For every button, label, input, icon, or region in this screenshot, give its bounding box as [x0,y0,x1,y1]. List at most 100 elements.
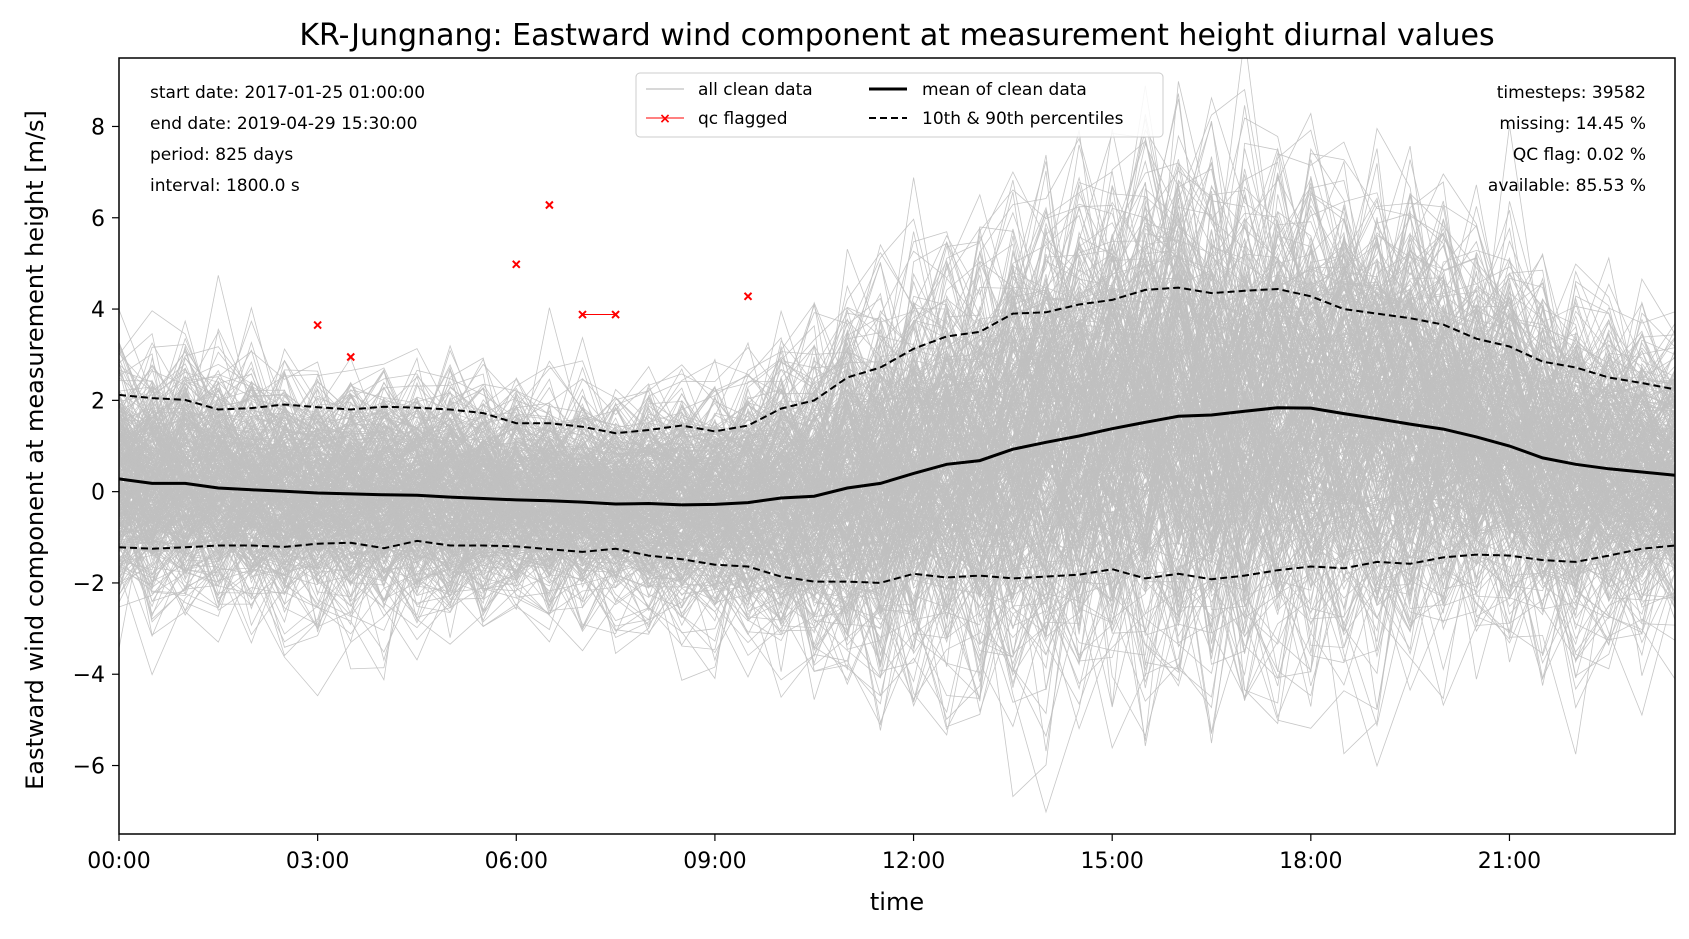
clean-data-trace [119,265,1675,647]
clean-data-trace [119,342,1675,631]
percentile-90-line [119,286,1675,435]
x-axis: 00:00 03:00 06:00 09:00 12:00 15:00 18:00 21:00 [87,834,1541,874]
clean-data-trace [119,246,1675,728]
clean-data-trace [119,320,1675,622]
legend-qc-marker: × [659,111,671,127]
y-tick-label: 4 [91,298,105,323]
info-box-right: timesteps: 39582 missing: 14.45 % QC fla… [1488,83,1646,196]
clean-data-trace [119,243,1675,665]
clean-data-trace [119,300,1675,622]
y-tick-label: 0 [91,481,105,506]
clean-data-trace [119,290,1675,687]
clean-data-trace [119,156,1675,677]
clean-data-trace [119,274,1675,639]
clean-data-trace [119,159,1675,614]
clean-data-trace [119,140,1675,615]
clean-data-trace [119,234,1675,603]
x-tick-label: 00:00 [87,849,150,874]
x-tick-label: 15:00 [1080,849,1143,874]
legend-qc-label: qc flagged [698,109,788,129]
y-tick-label: −2 [73,572,105,597]
clean-data-trace [119,256,1675,655]
clean-data-trace [119,243,1675,606]
y-tick-label: 6 [91,207,105,232]
info-interval: interval: 1800.0 s [150,176,300,196]
plot-area [119,58,1675,814]
clean-data-trace [119,181,1675,596]
clean-data-trace [119,262,1675,662]
legend-mean-label: mean of clean data [922,80,1087,100]
clean-data-trace [119,336,1675,698]
x-tick-label: 06:00 [485,849,548,874]
clean-data-trace [119,258,1675,677]
clean-data-trace [119,276,1675,613]
x-tick-label: 03:00 [286,849,349,874]
info-qc-flag: QC flag: 0.02 % [1513,145,1646,165]
info-start-date: start date: 2017-01-25 01:00:00 [150,83,425,103]
legend-clean-label: all clean data [698,80,813,100]
info-box-left: start date: 2017-01-25 01:00:00 end date… [150,83,425,196]
clean-data-trace [119,234,1675,680]
clean-data-trace [119,286,1675,642]
clean-data-trace [119,170,1675,636]
legend-percentile-label: 10th & 90th percentiles [922,109,1124,129]
x-tick-label: 09:00 [683,849,746,874]
y-tick-label: 8 [91,115,105,140]
info-available: available: 85.53 % [1488,176,1646,196]
x-tick-label: 18:00 [1279,849,1342,874]
clean-data-trace [119,372,1675,701]
qc-flagged-point [346,352,355,362]
clean-data-trace [119,287,1675,633]
legend: all clean data × qc flagged mean of clea… [635,72,1164,138]
clean-data-trace [119,125,1675,614]
clean-data-trace [119,207,1675,582]
qc-flagged-point [545,200,554,210]
percentile-10-line [119,539,1675,584]
clean-data-trace [119,237,1675,546]
clean-data-trace [119,159,1675,670]
series-lines [119,286,1675,584]
clean-data-trace [119,245,1675,700]
qc-flagged-points [313,200,753,362]
legend-box [635,72,1164,138]
info-end-date: end date: 2019-04-29 15:30:00 [150,114,417,134]
x-axis-label: time [870,888,924,916]
clean-data-trace [119,327,1675,607]
clean-data-trace [119,319,1675,649]
qc-flagged-point [578,310,587,319]
x-tick-label: 21:00 [1478,849,1541,874]
clean-data-trace [119,287,1675,590]
y-tick-label: −6 [73,755,105,780]
clean-data-trace [119,312,1675,673]
clean-data-trace [119,295,1675,675]
y-tick-label: 2 [91,389,105,414]
clean-data-trace [119,188,1675,690]
clean-data-trace [119,254,1675,697]
info-timesteps: timesteps: 39582 [1497,83,1646,103]
clean-data-trace [119,292,1675,647]
clean-data-trace [119,333,1675,614]
chart-title: KR-Jungnang: Eastward wind component at … [299,18,1494,53]
clean-data-trace [119,148,1675,615]
clean-data-trace [119,300,1675,683]
clean-data-trace [119,254,1675,576]
info-missing: missing: 14.45 % [1499,114,1646,134]
clean-data-trace [119,85,1675,653]
y-tick-label: −4 [73,663,105,688]
qc-flagged-point [611,310,620,319]
clean-data-trace [119,307,1675,648]
y-axis-label: Eastward wind component at measurement h… [21,110,49,790]
x-tick-label: 12:00 [882,849,945,874]
clean-data-trace [119,184,1675,622]
mean-line [119,406,1675,507]
y-axis: −6 −4 −2 0 2 4 6 8 [73,115,119,780]
clean-data-trace [119,206,1675,598]
info-period: period: 825 days [150,145,293,165]
clean-data-trace [119,205,1675,636]
clean-data-trace [119,138,1675,632]
clean-data-trace [119,194,1675,657]
qc-flagged-point [512,260,521,269]
qc-flagged-point [313,320,322,330]
plot-frame [118,57,1676,835]
